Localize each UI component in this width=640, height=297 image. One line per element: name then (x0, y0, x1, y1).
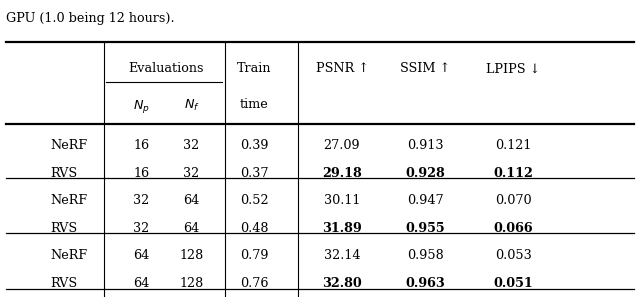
Text: 0.053: 0.053 (495, 249, 532, 263)
Text: PSNR ↑: PSNR ↑ (316, 62, 369, 75)
Text: 0.955: 0.955 (406, 222, 445, 235)
Text: 64: 64 (133, 249, 149, 263)
Text: $N_p$: $N_p$ (133, 98, 150, 115)
Text: 0.066: 0.066 (493, 222, 533, 235)
Text: 0.121: 0.121 (495, 139, 531, 152)
Text: RVS: RVS (51, 277, 77, 290)
Text: 32: 32 (183, 167, 200, 180)
Text: 0.112: 0.112 (493, 167, 533, 180)
Text: 16: 16 (133, 139, 149, 152)
Text: 0.947: 0.947 (407, 194, 444, 207)
Text: 0.76: 0.76 (240, 277, 268, 290)
Text: 64: 64 (133, 277, 149, 290)
Text: RVS: RVS (51, 222, 77, 235)
Text: 128: 128 (179, 277, 204, 290)
Text: 0.928: 0.928 (406, 167, 445, 180)
Text: 0.963: 0.963 (406, 277, 445, 290)
Text: 64: 64 (183, 222, 200, 235)
Text: Evaluations: Evaluations (129, 62, 204, 75)
Text: 0.958: 0.958 (407, 249, 444, 263)
Text: 32: 32 (183, 139, 200, 152)
Text: 31.89: 31.89 (322, 222, 362, 235)
Text: 0.79: 0.79 (240, 249, 268, 263)
Text: time: time (240, 98, 269, 111)
Text: 64: 64 (183, 194, 200, 207)
Text: 32: 32 (133, 194, 149, 207)
Text: 29.18: 29.18 (322, 167, 362, 180)
Text: 0.39: 0.39 (240, 139, 268, 152)
Text: NeRF: NeRF (51, 194, 88, 207)
Text: 0.52: 0.52 (240, 194, 268, 207)
Text: LPIPS ↓: LPIPS ↓ (486, 62, 540, 75)
Text: 0.913: 0.913 (407, 139, 444, 152)
Text: 16: 16 (133, 167, 149, 180)
Text: SSIM ↑: SSIM ↑ (400, 62, 451, 75)
Text: 32.14: 32.14 (324, 249, 360, 263)
Text: 30.11: 30.11 (324, 194, 360, 207)
Text: 0.051: 0.051 (493, 277, 533, 290)
Text: 27.09: 27.09 (324, 139, 360, 152)
Text: 0.070: 0.070 (495, 194, 531, 207)
Text: 128: 128 (179, 249, 204, 263)
Text: 32: 32 (133, 222, 149, 235)
Text: GPU (1.0 being 12 hours).: GPU (1.0 being 12 hours). (6, 12, 175, 26)
Text: 32.80: 32.80 (322, 277, 362, 290)
Text: $N_f$: $N_f$ (184, 98, 199, 113)
Text: 0.37: 0.37 (240, 167, 268, 180)
Text: Train: Train (237, 62, 271, 75)
Text: 0.48: 0.48 (240, 222, 268, 235)
Text: NeRF: NeRF (51, 139, 88, 152)
Text: NeRF: NeRF (51, 249, 88, 263)
Text: RVS: RVS (51, 167, 77, 180)
